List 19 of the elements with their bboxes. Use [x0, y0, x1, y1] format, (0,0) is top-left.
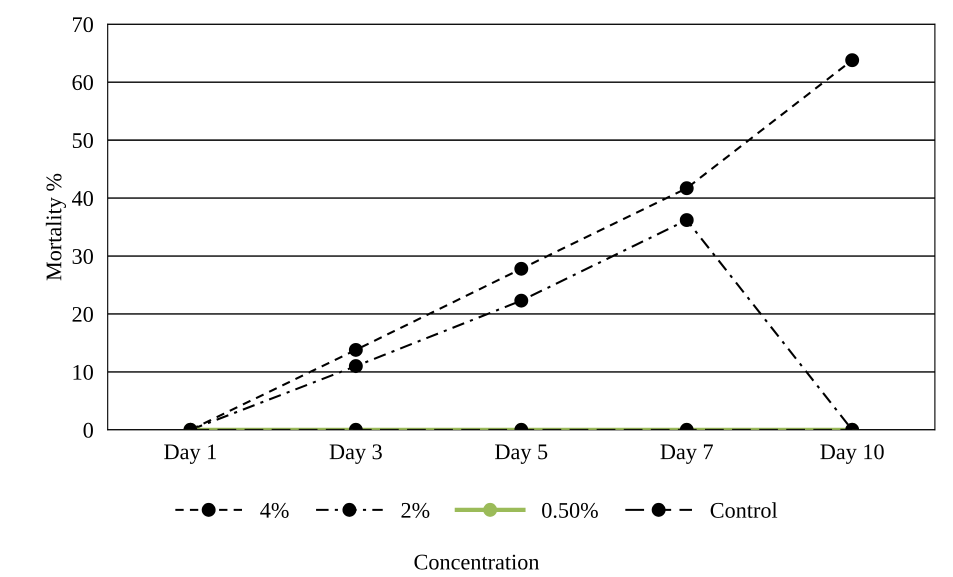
y-tick-label: 50	[72, 133, 93, 148]
legend-title: Concentration	[414, 554, 540, 570]
legend-label: 4%	[260, 502, 289, 518]
y-tick-label: 0	[84, 422, 93, 438]
x-tick-label: Day 5	[495, 444, 548, 464]
legend-label: Control	[710, 502, 778, 518]
legend-label: 2%	[401, 502, 430, 518]
y-axis-title: Mortality %	[46, 174, 66, 280]
x-tick-label: Day 3	[330, 444, 382, 464]
x-tick-label: Day 1	[164, 444, 216, 464]
x-tick-label: Day 10	[820, 444, 884, 464]
y-tick-label: 30	[72, 248, 93, 264]
y-tick-label: 10	[74, 364, 93, 380]
legend-label: 0.50%	[542, 502, 598, 518]
y-tick-label: 70	[73, 17, 93, 32]
x-tick-label: Day 7	[660, 444, 713, 464]
y-tick-label: 20	[72, 306, 93, 322]
y-tick-label: 40	[72, 191, 93, 206]
y-tick-label: 60	[72, 75, 93, 90]
